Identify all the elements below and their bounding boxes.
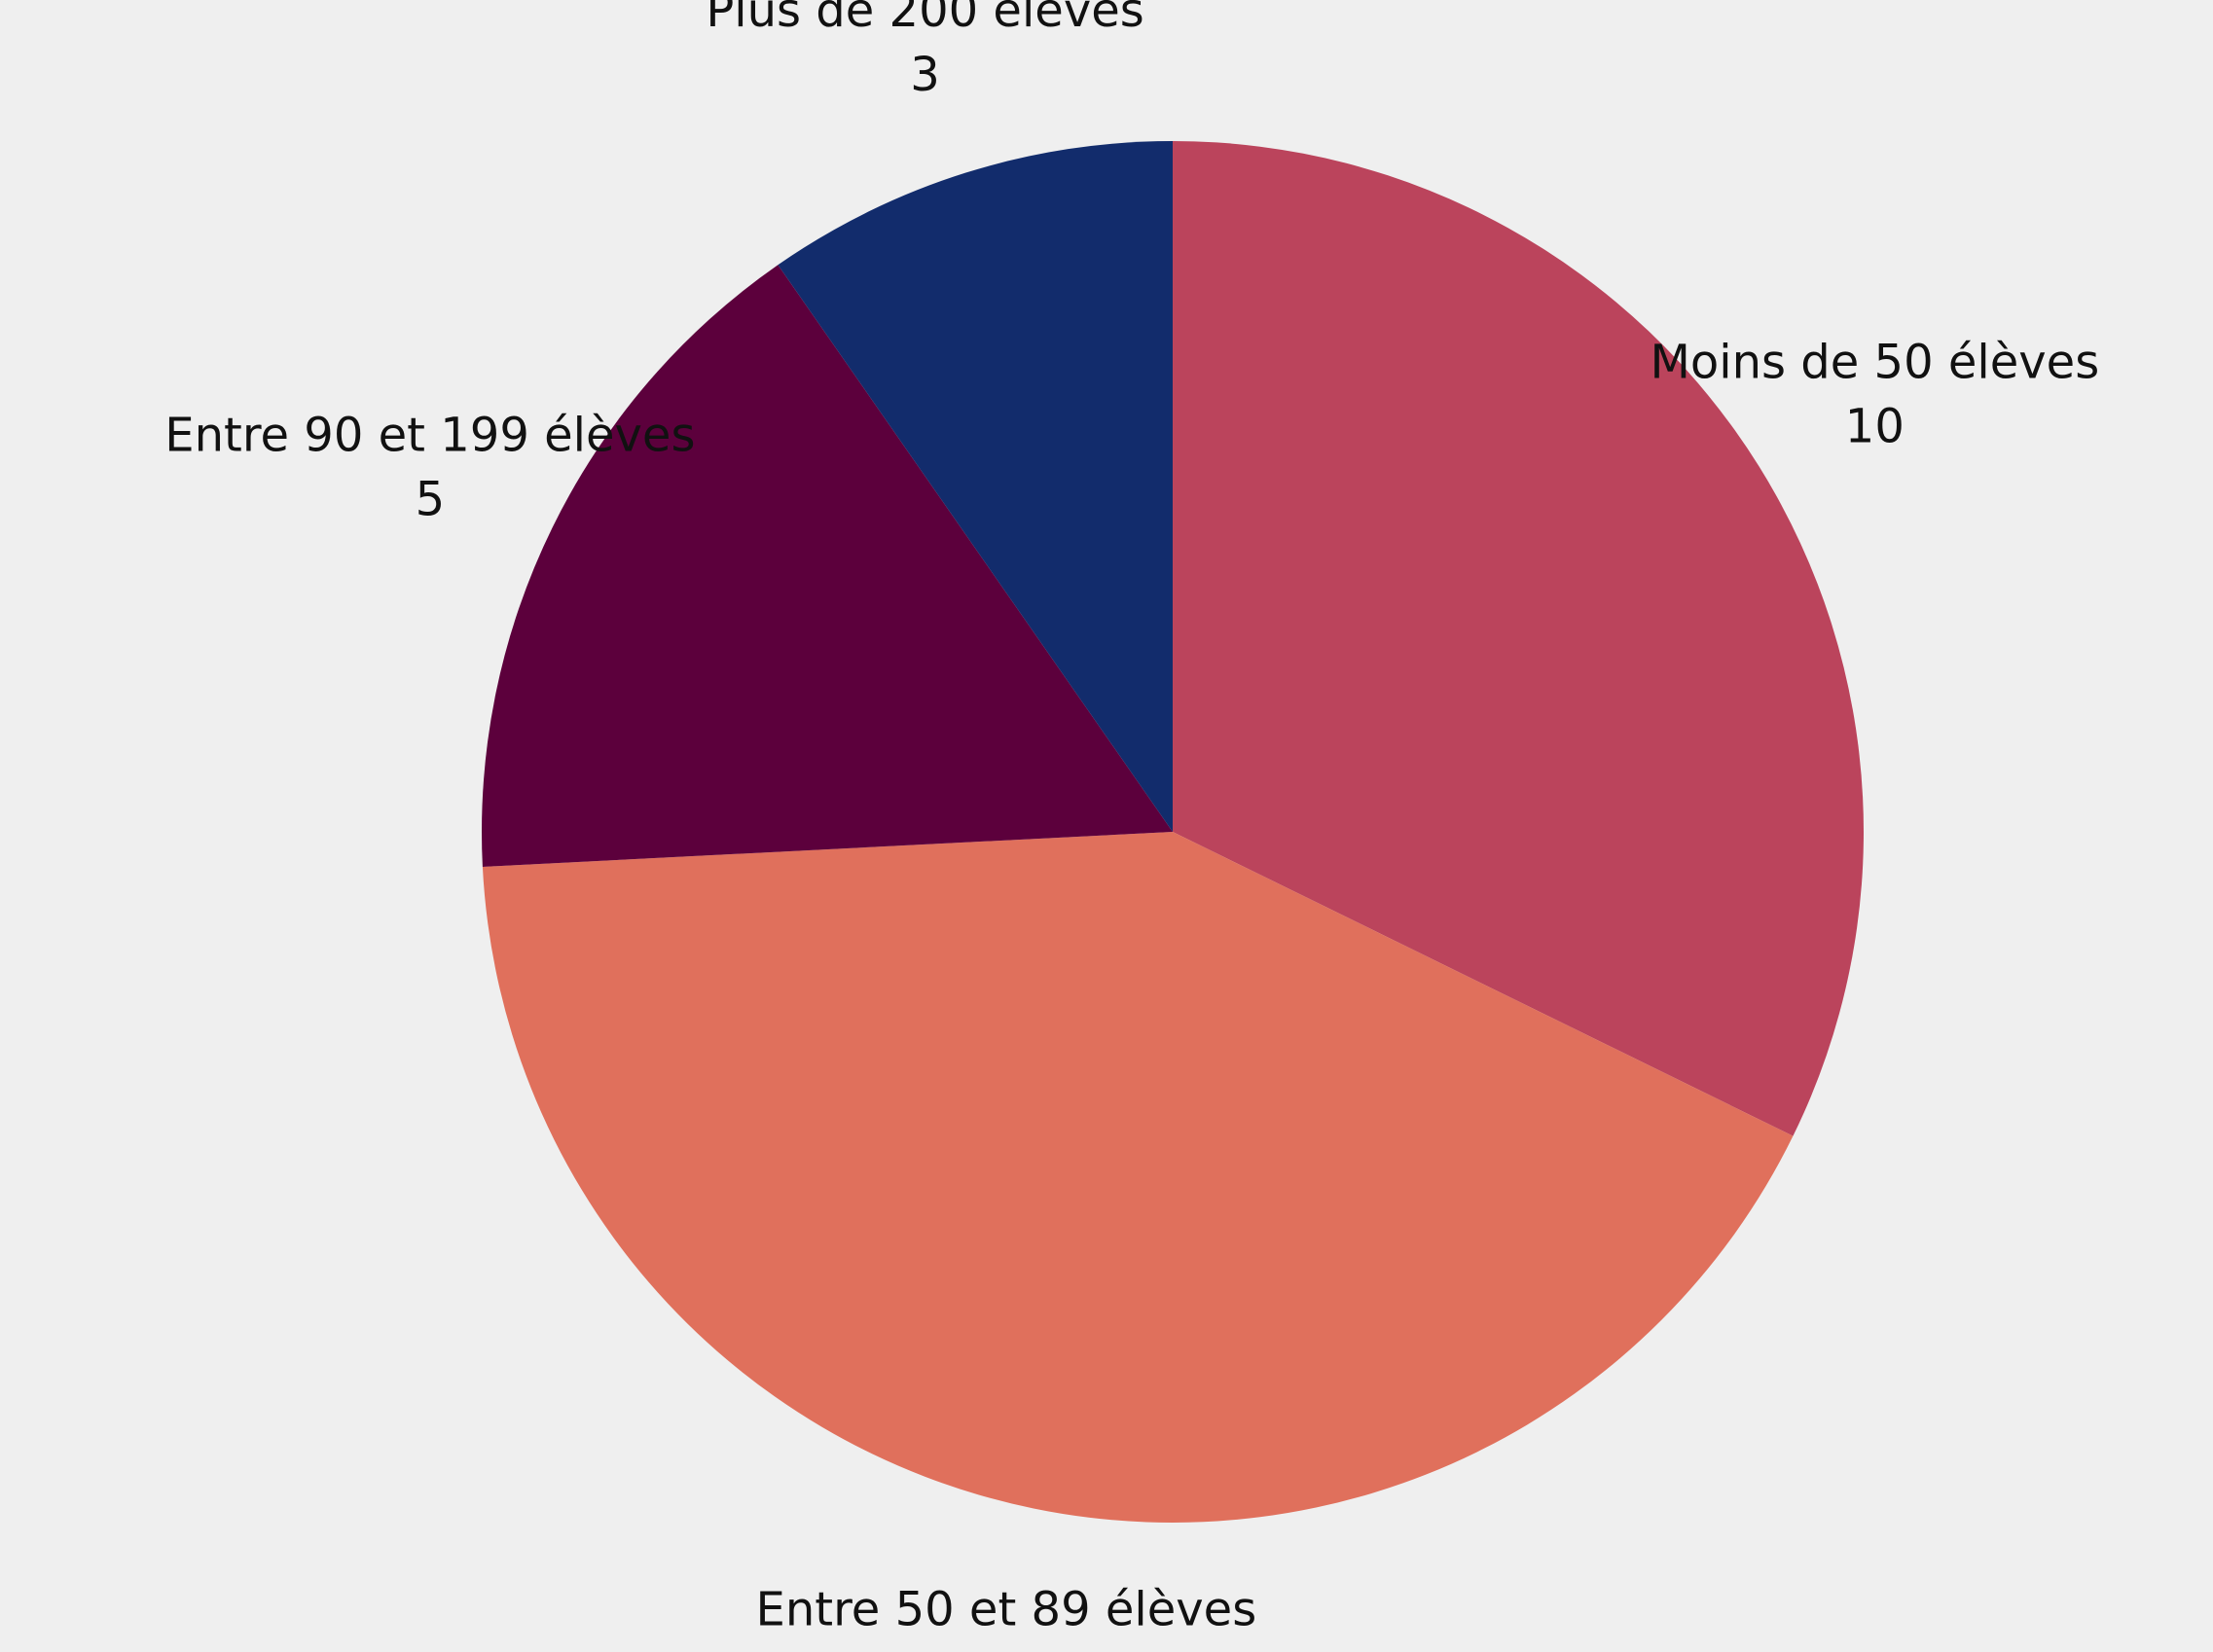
slice-value-entre-90-et-199-eleves: 5: [416, 473, 446, 527]
pie-slice-plus-de-200-eleves: [778, 141, 1173, 832]
pie-slice-entre-90-et-199-eleves: [482, 265, 1173, 867]
slice-value-moins-de-50-eleves: 10: [1845, 399, 1905, 453]
slice-labels: Moins de 50 élèves 10 Entre 50 et 89 élève…: [164, 0, 2099, 1652]
slice-label-entre-90-et-199-eleves: Entre 90 et 199 élèves: [164, 409, 695, 463]
slice-value-entre-50-et-89-eleves: 13: [976, 1647, 1035, 1652]
slice-label-entre-50-et-89-eleves: Entre 50 et 89 élèves: [756, 1583, 1257, 1637]
pie-slices: [482, 141, 1864, 1523]
pie-slice-entre-50-et-89-eleves: [482, 832, 1794, 1523]
slice-label-moins-de-50-eleves: Moins de 50 élèves: [1650, 335, 2099, 389]
slice-value-plus-de-200-eleves: 3: [910, 48, 940, 102]
pie-slice-moins-de-50-eleves: [1173, 141, 1864, 1136]
slice-label-plus-de-200-eleves: Plus de 200 élèves: [706, 0, 1143, 38]
